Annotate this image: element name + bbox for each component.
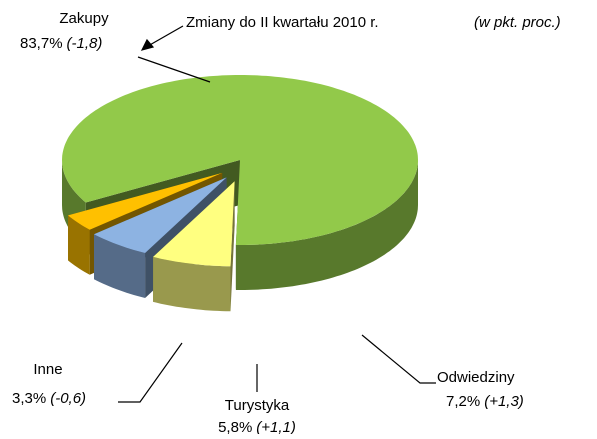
slice-side: [153, 256, 231, 312]
leader-line: [361, 334, 436, 384]
change-label: (+1,3): [484, 393, 524, 410]
change-label: (+1,1): [256, 419, 296, 434]
leader-line: [118, 342, 183, 403]
value-label: 5,8% (+1,1): [218, 419, 296, 434]
change-label: (-1,8): [67, 35, 103, 52]
value-label: 83,7%: [20, 35, 63, 52]
leader-line: [137, 56, 211, 83]
chart-title: Zmiany do II kwartału 2010 r.: [186, 14, 379, 31]
value-label: 3,3%: [12, 390, 46, 407]
pie: [62, 75, 418, 312]
value-label: 3,3% (-0,6): [12, 390, 86, 407]
slice-side: [235, 160, 418, 290]
category-label: Zakupy: [59, 10, 109, 27]
change-label: (-0,6): [50, 390, 86, 407]
leader-lines: [118, 25, 436, 403]
category-label: Inne: [33, 361, 62, 378]
value-label: 7,2% (+1,3): [446, 393, 524, 410]
slice-side: [68, 215, 90, 275]
slice-side: [94, 234, 146, 298]
slice: [153, 181, 235, 267]
value-label: 7,2%: [446, 393, 480, 410]
annotation-arrow: [147, 25, 184, 47]
slice: [94, 177, 227, 253]
slice: [62, 75, 418, 245]
chart-subtitle: (w pkt. proc.): [474, 14, 561, 31]
value-label: 83,7% (-1,8): [20, 35, 102, 52]
arrow-head: [140, 38, 155, 51]
category-label: Turystyka: [225, 397, 290, 414]
value-label: 5,8%: [218, 419, 252, 434]
slice: [68, 172, 223, 230]
category-label: Odwiedziny: [437, 369, 515, 386]
